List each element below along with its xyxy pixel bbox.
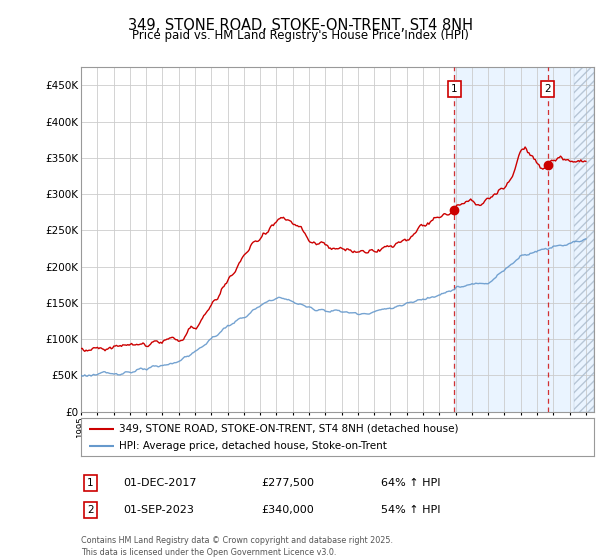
Text: £340,000: £340,000: [261, 505, 314, 515]
Bar: [454, 67, 594, 412]
Text: 1: 1: [87, 478, 94, 488]
Text: HPI: Average price, detached house, Stoke-on-Trent: HPI: Average price, detached house, Stok…: [119, 441, 388, 451]
Text: 1: 1: [451, 84, 458, 94]
Text: 349, STONE ROAD, STOKE-ON-TRENT, ST4 8NH (detached house): 349, STONE ROAD, STOKE-ON-TRENT, ST4 8NH…: [119, 424, 459, 434]
Text: 2: 2: [87, 505, 94, 515]
Text: 01-SEP-2023: 01-SEP-2023: [123, 505, 194, 515]
Text: £277,500: £277,500: [261, 478, 314, 488]
Text: 54% ↑ HPI: 54% ↑ HPI: [381, 505, 440, 515]
Text: 349, STONE ROAD, STOKE-ON-TRENT, ST4 8NH: 349, STONE ROAD, STOKE-ON-TRENT, ST4 8NH: [128, 18, 473, 33]
Bar: [574, 67, 594, 412]
Text: 64% ↑ HPI: 64% ↑ HPI: [381, 478, 440, 488]
Text: 2: 2: [545, 84, 551, 94]
Text: 01-DEC-2017: 01-DEC-2017: [123, 478, 197, 488]
Text: Price paid vs. HM Land Registry's House Price Index (HPI): Price paid vs. HM Land Registry's House …: [131, 29, 469, 42]
Text: Contains HM Land Registry data © Crown copyright and database right 2025.
This d: Contains HM Land Registry data © Crown c…: [81, 536, 393, 557]
